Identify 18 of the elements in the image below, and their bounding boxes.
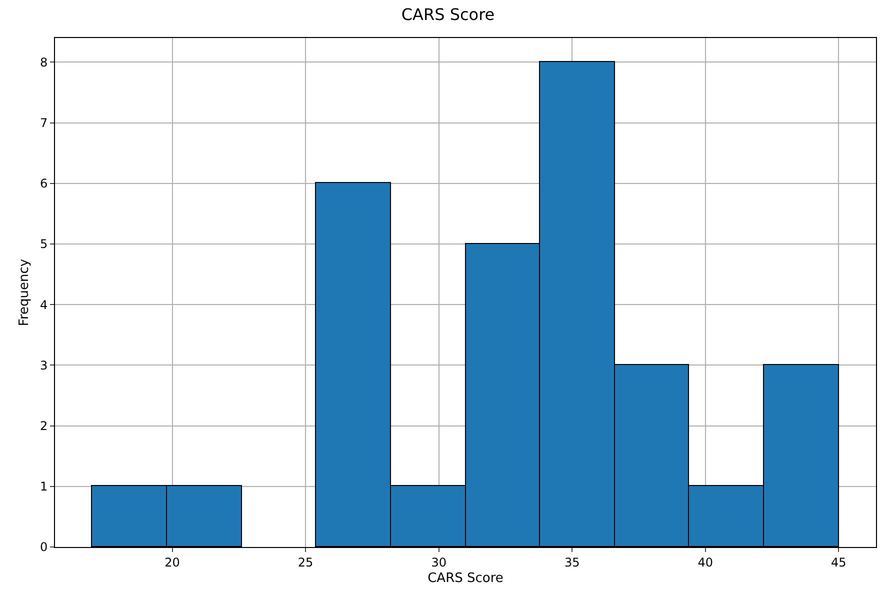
y-tick-label: 0 (40, 540, 48, 554)
x-tick-label: 45 (831, 555, 846, 570)
y-axis-title: Frequency (16, 258, 32, 326)
x-tick-label: 25 (298, 555, 314, 570)
y-tick-label: 7 (40, 116, 48, 130)
x-tick-label: 20 (164, 555, 180, 570)
x-tick-label: 40 (698, 555, 714, 570)
y-tick-label: 2 (40, 419, 48, 434)
y-tick-label: 6 (40, 176, 48, 191)
y-tick-label: 5 (40, 237, 48, 252)
y-tick-label: 3 (40, 358, 48, 372)
x-tick-label: 30 (431, 555, 446, 570)
y-tick-label: 8 (40, 55, 48, 70)
y-tick-label: 4 (40, 298, 48, 312)
x-axis-title: CARS Score (428, 571, 504, 586)
x-tick-label: 35 (564, 555, 580, 570)
y-tick-label: 1 (40, 480, 48, 494)
chart-title: CARS Score (401, 5, 495, 24)
